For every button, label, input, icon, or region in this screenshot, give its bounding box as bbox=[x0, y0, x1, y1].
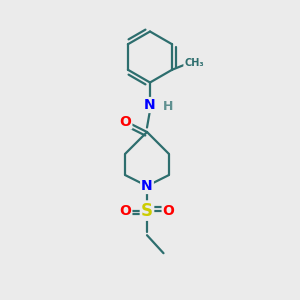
Text: S: S bbox=[141, 202, 153, 220]
Text: O: O bbox=[163, 204, 175, 218]
Text: CH₃: CH₃ bbox=[184, 58, 204, 68]
Text: O: O bbox=[119, 204, 131, 218]
Text: N: N bbox=[141, 179, 153, 193]
Text: N: N bbox=[144, 98, 156, 112]
Text: O: O bbox=[119, 115, 131, 128]
Text: H: H bbox=[163, 100, 173, 113]
